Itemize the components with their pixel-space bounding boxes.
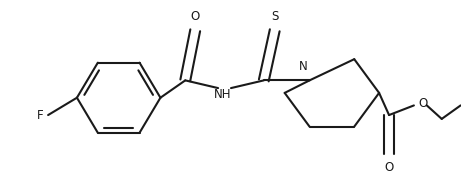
Text: O: O: [191, 10, 200, 23]
Text: O: O: [419, 97, 428, 110]
Text: S: S: [271, 10, 279, 23]
Text: F: F: [36, 109, 43, 122]
Text: N: N: [299, 60, 308, 73]
Text: NH: NH: [214, 88, 232, 101]
Text: O: O: [384, 161, 394, 174]
